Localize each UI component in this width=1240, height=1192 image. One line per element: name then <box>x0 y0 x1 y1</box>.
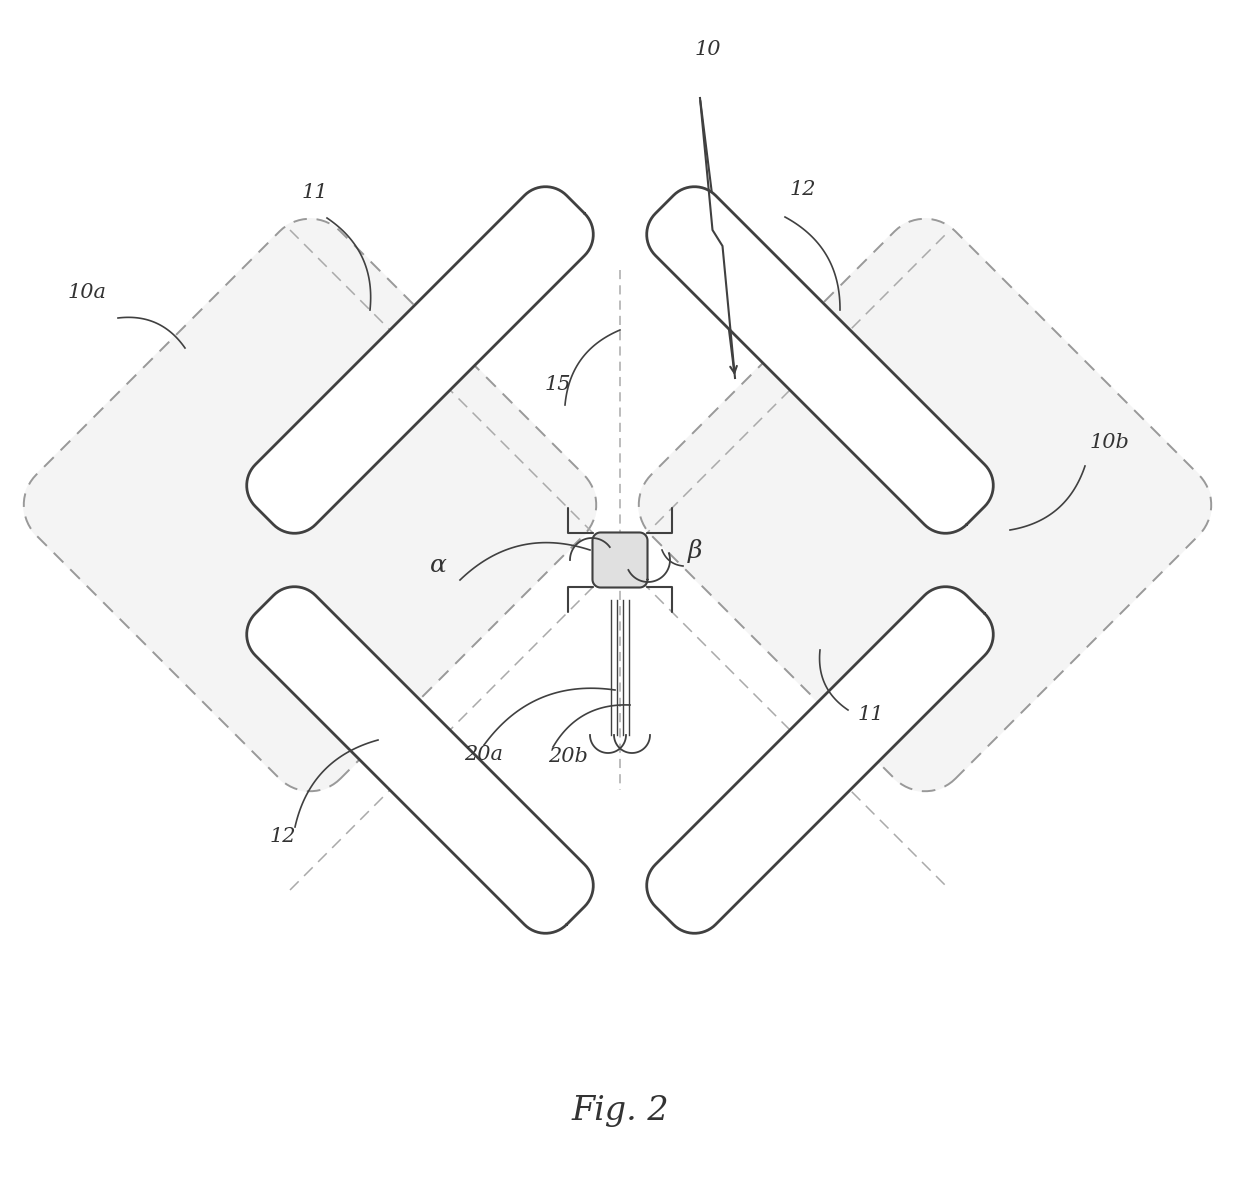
Polygon shape <box>247 586 593 933</box>
Polygon shape <box>647 187 993 533</box>
Text: 20a: 20a <box>464 745 503 764</box>
Polygon shape <box>647 586 993 933</box>
Text: 12: 12 <box>790 180 816 199</box>
Text: 10: 10 <box>694 41 722 58</box>
Text: Fig. 2: Fig. 2 <box>572 1095 668 1126</box>
Polygon shape <box>247 187 593 533</box>
Text: 15: 15 <box>546 375 572 395</box>
Polygon shape <box>639 219 1211 791</box>
Text: 10b: 10b <box>1090 433 1130 452</box>
Text: 11: 11 <box>858 704 884 724</box>
Polygon shape <box>24 219 596 791</box>
Text: 12: 12 <box>270 827 296 846</box>
Text: α: α <box>430 554 446 577</box>
Text: 10a: 10a <box>68 283 107 302</box>
Polygon shape <box>593 533 647 588</box>
Text: β: β <box>688 539 703 563</box>
Text: 20b: 20b <box>548 747 588 766</box>
Text: 11: 11 <box>303 184 329 201</box>
